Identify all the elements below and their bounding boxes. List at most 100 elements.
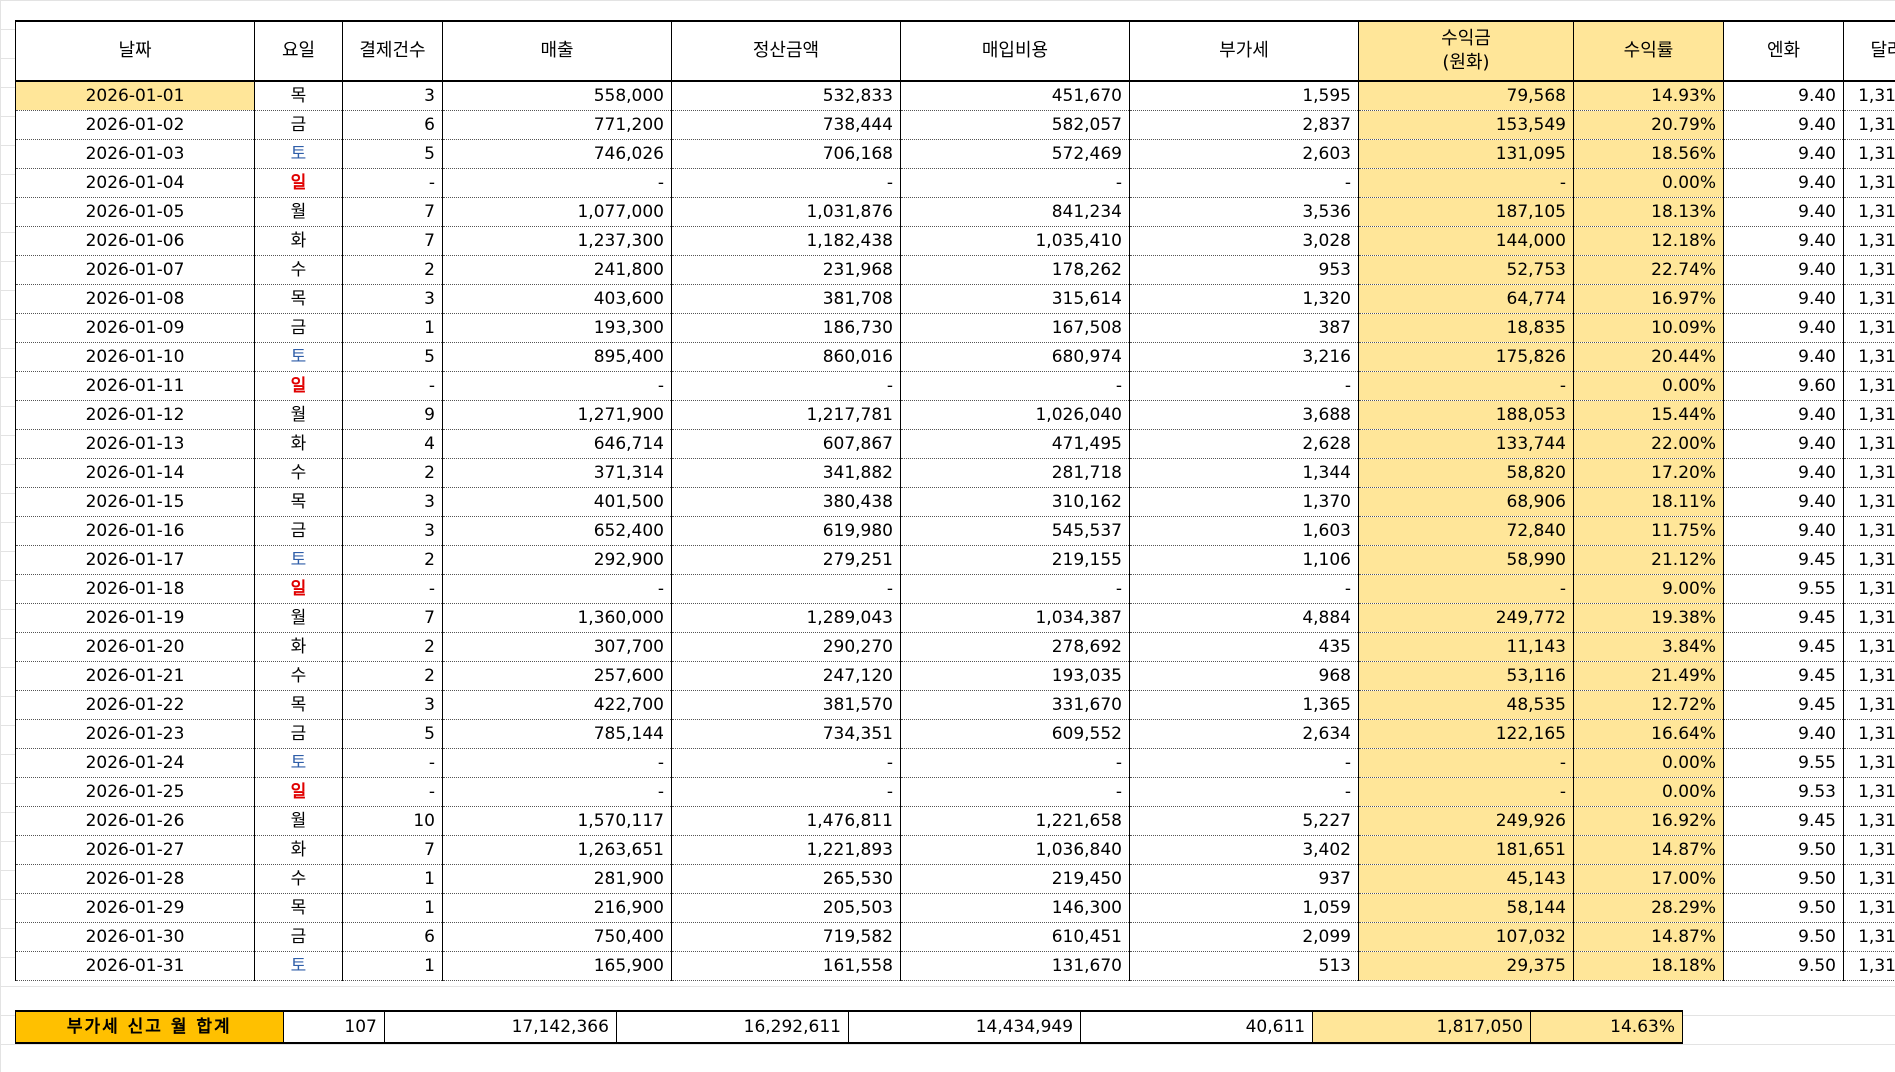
settlement-cell[interactable]: 247,120 bbox=[671, 661, 901, 691]
purchase-cell[interactable]: - bbox=[900, 168, 1130, 198]
purchase-cell[interactable]: 315,614 bbox=[900, 284, 1130, 314]
sales-cell[interactable]: 652,400 bbox=[442, 516, 672, 546]
usd-cell[interactable]: 1,312.0 bbox=[1843, 806, 1895, 836]
profit-cell[interactable]: 144,000 bbox=[1358, 226, 1574, 256]
usd-cell[interactable]: 1,312.0 bbox=[1843, 574, 1895, 604]
yen-cell[interactable]: 9.60 bbox=[1723, 371, 1844, 401]
date-cell[interactable]: 2026-01-13 bbox=[15, 429, 255, 459]
purchase-cell[interactable]: 1,036,840 bbox=[900, 835, 1130, 865]
settlement-cell[interactable]: 161,558 bbox=[671, 951, 901, 981]
date-cell[interactable]: 2026-01-14 bbox=[15, 458, 255, 488]
total-rate-cell[interactable]: 14.63% bbox=[1529, 1010, 1684, 1044]
vat-cell[interactable]: 2,099 bbox=[1129, 922, 1359, 952]
count-cell[interactable]: 2 bbox=[342, 632, 443, 662]
total-profit-cell[interactable]: 1,817,050 bbox=[1312, 1010, 1531, 1044]
rate-cell[interactable]: 17.00% bbox=[1573, 864, 1724, 894]
count-cell[interactable]: - bbox=[342, 777, 443, 807]
yen-cell[interactable]: 9.40 bbox=[1723, 255, 1844, 285]
vat-cell[interactable]: 3,536 bbox=[1129, 197, 1359, 227]
day-cell[interactable]: 화 bbox=[254, 835, 343, 865]
vat-cell[interactable]: 2,837 bbox=[1129, 110, 1359, 140]
purchase-cell[interactable]: 219,450 bbox=[900, 864, 1130, 894]
vat-cell[interactable]: 2,634 bbox=[1129, 719, 1359, 749]
yen-cell[interactable]: 9.53 bbox=[1723, 777, 1844, 807]
day-cell[interactable]: 금 bbox=[254, 719, 343, 749]
vat-cell[interactable]: 4,884 bbox=[1129, 603, 1359, 633]
header-settlement[interactable]: 정산금액 bbox=[671, 20, 901, 82]
day-cell[interactable]: 화 bbox=[254, 429, 343, 459]
total-label-cell[interactable]: 부가세 신고 월 합계 bbox=[15, 1010, 284, 1044]
day-cell[interactable]: 목 bbox=[254, 487, 343, 517]
header-date[interactable]: 날짜 bbox=[15, 20, 255, 82]
total-settlement-cell[interactable]: 16,292,611 bbox=[615, 1010, 849, 1044]
vat-cell[interactable]: 937 bbox=[1129, 864, 1359, 894]
purchase-cell[interactable]: 193,035 bbox=[900, 661, 1130, 691]
usd-cell[interactable]: 1,312.0 bbox=[1843, 81, 1895, 111]
sales-cell[interactable]: 771,200 bbox=[442, 110, 672, 140]
day-cell[interactable]: 수 bbox=[254, 458, 343, 488]
vat-cell[interactable]: - bbox=[1129, 777, 1359, 807]
rate-cell[interactable]: 9.00% bbox=[1573, 574, 1724, 604]
day-cell[interactable]: 화 bbox=[254, 632, 343, 662]
yen-cell[interactable]: 9.45 bbox=[1723, 661, 1844, 691]
date-cell[interactable]: 2026-01-03 bbox=[15, 139, 255, 169]
sales-cell[interactable]: 403,600 bbox=[442, 284, 672, 314]
day-cell[interactable]: 일 bbox=[254, 371, 343, 401]
profit-cell[interactable]: 107,032 bbox=[1358, 922, 1574, 952]
usd-cell[interactable]: 1,312.0 bbox=[1843, 632, 1895, 662]
count-cell[interactable]: 5 bbox=[342, 342, 443, 372]
date-cell[interactable]: 2026-01-18 bbox=[15, 574, 255, 604]
profit-cell[interactable]: 29,375 bbox=[1358, 951, 1574, 981]
sales-cell[interactable]: 746,026 bbox=[442, 139, 672, 169]
rate-cell[interactable]: 22.00% bbox=[1573, 429, 1724, 459]
usd-cell[interactable]: 1,312.0 bbox=[1843, 197, 1895, 227]
usd-cell[interactable]: 1,312.0 bbox=[1843, 284, 1895, 314]
vat-cell[interactable]: 1,603 bbox=[1129, 516, 1359, 546]
date-cell[interactable]: 2026-01-23 bbox=[15, 719, 255, 749]
day-cell[interactable]: 월 bbox=[254, 197, 343, 227]
usd-cell[interactable]: 1,312.0 bbox=[1843, 458, 1895, 488]
date-cell[interactable]: 2026-01-06 bbox=[15, 226, 255, 256]
yen-cell[interactable]: 9.40 bbox=[1723, 139, 1844, 169]
rate-cell[interactable]: 18.13% bbox=[1573, 197, 1724, 227]
settlement-cell[interactable]: 619,980 bbox=[671, 516, 901, 546]
settlement-cell[interactable]: 290,270 bbox=[671, 632, 901, 662]
day-cell[interactable]: 일 bbox=[254, 168, 343, 198]
settlement-cell[interactable]: 205,503 bbox=[671, 893, 901, 923]
rate-cell[interactable]: 3.84% bbox=[1573, 632, 1724, 662]
profit-cell[interactable]: 58,144 bbox=[1358, 893, 1574, 923]
rate-cell[interactable]: 20.44% bbox=[1573, 342, 1724, 372]
usd-cell[interactable]: 1,312.0 bbox=[1843, 400, 1895, 430]
date-cell[interactable]: 2026-01-25 bbox=[15, 777, 255, 807]
sales-cell[interactable]: 371,314 bbox=[442, 458, 672, 488]
rate-cell[interactable]: 12.18% bbox=[1573, 226, 1724, 256]
profit-cell[interactable]: 45,143 bbox=[1358, 864, 1574, 894]
rate-cell[interactable]: 28.29% bbox=[1573, 893, 1724, 923]
profit-cell[interactable]: 249,772 bbox=[1358, 603, 1574, 633]
day-cell[interactable]: 토 bbox=[254, 748, 343, 778]
day-cell[interactable]: 금 bbox=[254, 313, 343, 343]
sales-cell[interactable]: 193,300 bbox=[442, 313, 672, 343]
day-cell[interactable]: 토 bbox=[254, 139, 343, 169]
settlement-cell[interactable]: 380,438 bbox=[671, 487, 901, 517]
usd-cell[interactable]: 1,312.0 bbox=[1843, 168, 1895, 198]
settlement-cell[interactable]: 1,031,876 bbox=[671, 197, 901, 227]
total-sales-cell[interactable]: 17,142,366 bbox=[383, 1010, 617, 1044]
yen-cell[interactable]: 9.40 bbox=[1723, 197, 1844, 227]
rate-cell[interactable]: 14.93% bbox=[1573, 81, 1724, 111]
profit-cell[interactable]: 58,820 bbox=[1358, 458, 1574, 488]
profit-cell[interactable]: 188,053 bbox=[1358, 400, 1574, 430]
rate-cell[interactable]: 22.74% bbox=[1573, 255, 1724, 285]
purchase-cell[interactable]: 841,234 bbox=[900, 197, 1130, 227]
sales-cell[interactable]: 241,800 bbox=[442, 255, 672, 285]
settlement-cell[interactable]: 1,289,043 bbox=[671, 603, 901, 633]
count-cell[interactable]: 3 bbox=[342, 487, 443, 517]
vat-cell[interactable]: 2,628 bbox=[1129, 429, 1359, 459]
vat-cell[interactable]: 513 bbox=[1129, 951, 1359, 981]
profit-cell[interactable]: 175,826 bbox=[1358, 342, 1574, 372]
profit-cell[interactable]: 58,990 bbox=[1358, 545, 1574, 575]
profit-cell[interactable]: 249,926 bbox=[1358, 806, 1574, 836]
profit-cell[interactable]: 11,143 bbox=[1358, 632, 1574, 662]
purchase-cell[interactable]: 310,162 bbox=[900, 487, 1130, 517]
day-cell[interactable]: 목 bbox=[254, 690, 343, 720]
